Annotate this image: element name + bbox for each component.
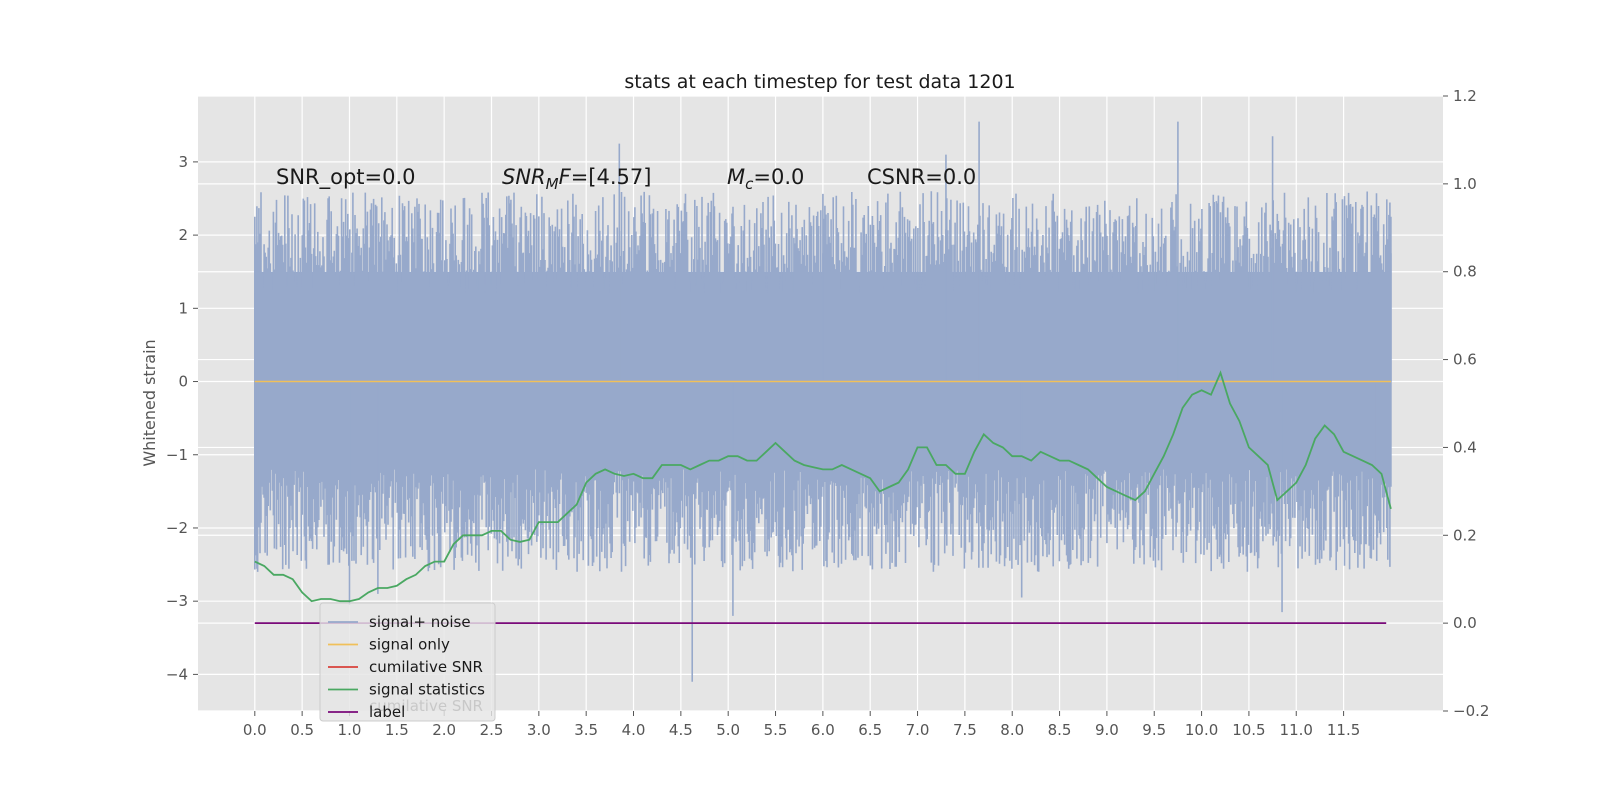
annotation-csnr: CSNR=0.0 xyxy=(867,165,976,189)
legend-label: signal+ noise xyxy=(369,613,471,631)
y-tick-label: −3 xyxy=(166,592,188,610)
x-tick-label: 0.5 xyxy=(290,721,314,739)
y2-tick-label: 0.4 xyxy=(1453,438,1477,456)
x-tick-label: 6.5 xyxy=(858,721,882,739)
x-tick-label: 6.0 xyxy=(811,721,835,739)
x-tick-label: 2.0 xyxy=(432,721,456,739)
annotation-mc: Mc=0.0 xyxy=(727,165,804,193)
x-tick-label: 5.5 xyxy=(764,721,788,739)
x-tick-label: 8.0 xyxy=(1000,721,1024,739)
annotation-snr-opt: SNR_opt=0.0 xyxy=(276,165,416,190)
y-tick-label: 1 xyxy=(178,299,188,317)
x-tick-label: 8.5 xyxy=(1048,721,1072,739)
series-line-signal-statistics xyxy=(254,370,1392,603)
x-tick-label: 2.5 xyxy=(480,721,504,739)
y2-tick-label: 0.6 xyxy=(1453,351,1477,369)
x-tick-label: 10.0 xyxy=(1185,721,1218,739)
annotation-snr-mf-rest-italic: F xyxy=(559,165,572,189)
legend-label: signal only xyxy=(369,636,450,654)
y-tick-label: −2 xyxy=(166,519,188,537)
x-tick-label: 4.5 xyxy=(669,721,693,739)
y-tick-label: −1 xyxy=(166,446,188,464)
y-tick-labels: 3 2 1 0 −1 −2 −3 −4 xyxy=(166,153,198,683)
legend-label: signal statistics xyxy=(369,681,485,699)
x-tick-label: 1.5 xyxy=(385,721,409,739)
chart-title: stats at each timestep for test data 120… xyxy=(624,71,1015,93)
y2-tick-label: 0.2 xyxy=(1453,526,1477,544)
x-tick-label: 7.5 xyxy=(953,721,977,739)
annotation-mc-rest: =0.0 xyxy=(753,165,804,189)
signal-plus-noise-series xyxy=(254,121,1392,682)
x-tick-label: 5.0 xyxy=(716,721,740,739)
annotation-snr-mf-sub: M xyxy=(546,175,559,193)
legend-overlap-text: cumilative SNR xyxy=(369,697,483,715)
annotation-snr-mf-rest: =[4.57] xyxy=(571,165,652,189)
x-tick-label: 9.0 xyxy=(1095,721,1119,739)
annotation-snr-mf-base: SNR xyxy=(502,165,546,189)
x-tick-label: 10.5 xyxy=(1232,721,1265,739)
y-tick-label: 0 xyxy=(178,373,188,391)
x-tick-label: 0.0 xyxy=(243,721,267,739)
y2-tick-label: 0.8 xyxy=(1453,263,1477,281)
y2-tick-label: 0.0 xyxy=(1453,614,1477,632)
y-axis-label: Whitened strain xyxy=(140,339,159,466)
legend: cumilative SNR signal+ noise signal only c… xyxy=(319,602,496,722)
y-tick-label: −4 xyxy=(166,665,188,683)
y2-tick-labels: 1.2 1.0 0.8 0.6 0.4 0.2 0.0 −0.2 xyxy=(1443,87,1489,720)
x-tick-label: 4.0 xyxy=(622,721,646,739)
y2-tick-label: −0.2 xyxy=(1453,702,1489,720)
y-tick-label: 3 xyxy=(178,153,188,171)
y2-tick-label: 1.2 xyxy=(1453,87,1477,105)
x-tick-label: 1.0 xyxy=(338,721,362,739)
x-tick-label: 9.5 xyxy=(1142,721,1166,739)
legend-label: cumilative SNR xyxy=(369,658,483,676)
y2-tick-label: 1.0 xyxy=(1453,175,1477,193)
x-tick-label: 7.0 xyxy=(906,721,930,739)
y-tick-label: 2 xyxy=(178,226,188,244)
annotation-snr-mf: SNRMF=[4.57] xyxy=(502,165,651,193)
legend-label: label xyxy=(369,703,405,721)
x-tick-label: 3.0 xyxy=(527,721,551,739)
x-tick-labels: 0.0 0.5 1.0 1.5 2.0 2.5 3.0 3.5 4.0 4.5 5.0 5.5 6.0 6… xyxy=(243,711,1360,739)
x-tick-label: 11.0 xyxy=(1280,721,1313,739)
x-tick-label: 11.5 xyxy=(1327,721,1360,739)
annotation-mc-sub: c xyxy=(745,175,754,193)
legend-box xyxy=(319,602,496,722)
x-tick-label: 3.5 xyxy=(574,721,598,739)
annotation-mc-base: M xyxy=(727,165,745,189)
